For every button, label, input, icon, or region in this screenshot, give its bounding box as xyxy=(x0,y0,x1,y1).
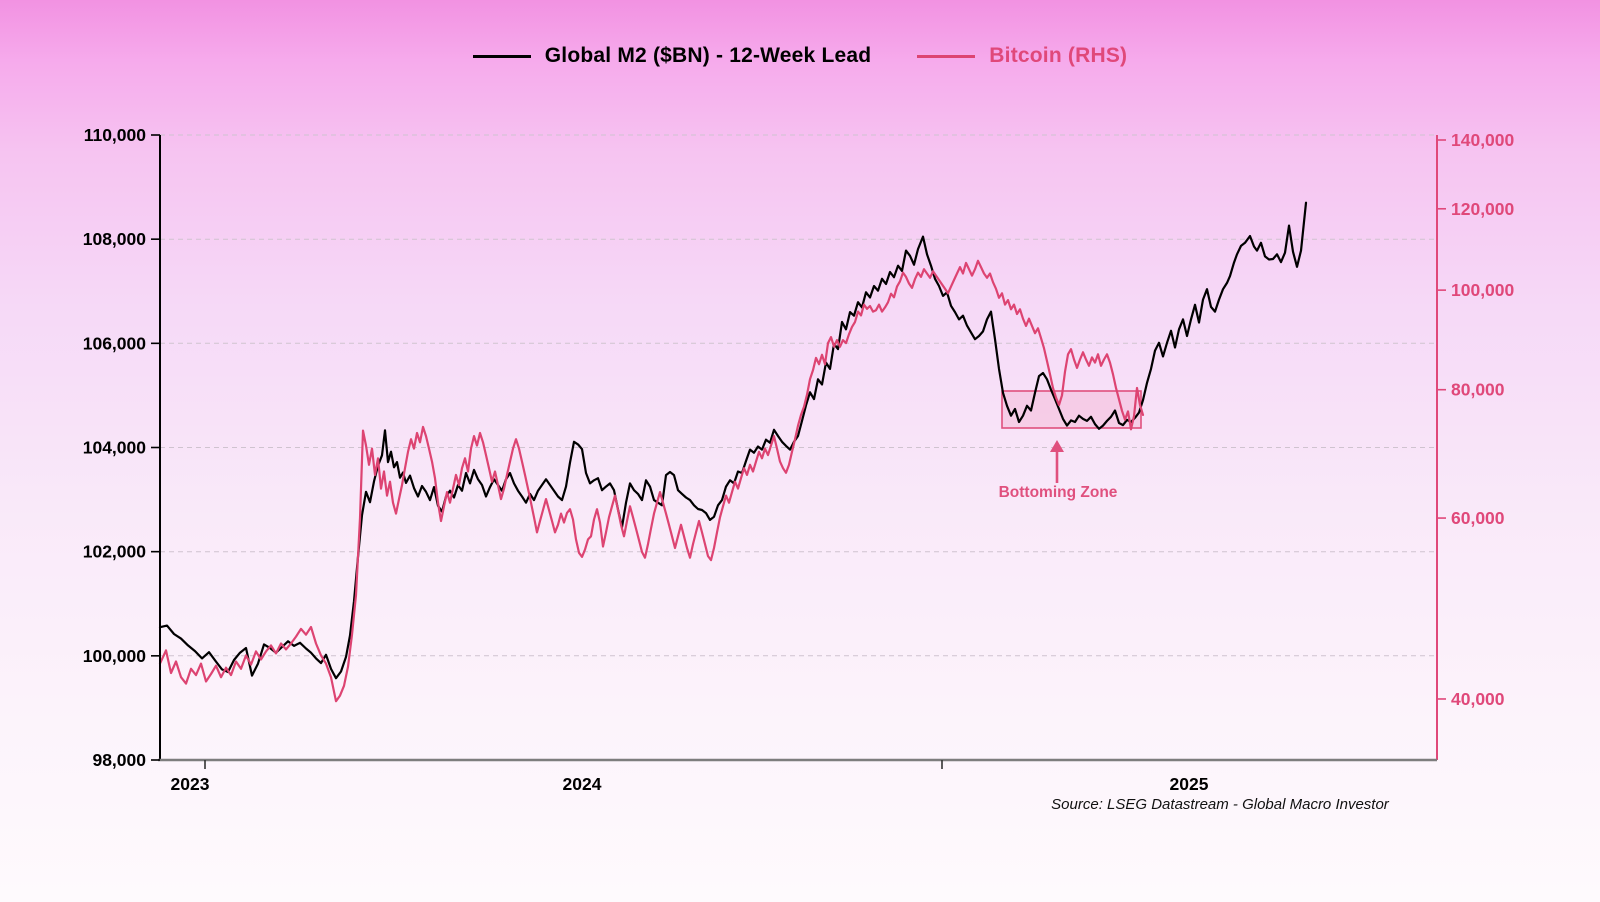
x-axis-year-label: 2025 xyxy=(1170,774,1209,794)
legend-item-bitcoin: Bitcoin (RHS) xyxy=(917,44,1127,68)
left-axis-tick-label: 110,000 xyxy=(84,125,147,145)
legend-item-m2: Global M2 ($BN) - 12-Week Lead xyxy=(472,44,872,68)
x-axis-year-label: 2023 xyxy=(171,774,210,794)
bitcoin-series-line xyxy=(158,259,1145,703)
left-axis-tick-label: 98,000 xyxy=(92,750,146,770)
right-axis-tick-label: 80,000 xyxy=(1451,380,1505,400)
bottoming-zone-arrow-head xyxy=(1050,440,1064,452)
left-axis-tick-label: 102,000 xyxy=(83,542,147,562)
legend-label-bitcoin: Bitcoin (RHS) xyxy=(989,44,1128,67)
m2-line-swatch-icon xyxy=(472,54,531,58)
left-axis-tick-label: 108,000 xyxy=(83,229,147,249)
x-axis-year-label: 2024 xyxy=(563,774,602,794)
right-axis-tick-label: 140,000 xyxy=(1451,130,1515,150)
right-axis-tick-label: 40,000 xyxy=(1451,689,1505,709)
legend-label-m2: Global M2 ($BN) - 12-Week Lead xyxy=(544,44,872,67)
bottoming-zone-label: Bottoming Zone xyxy=(999,484,1118,501)
right-axis-tick-label: 120,000 xyxy=(1451,199,1515,219)
bitcoin-line-swatch-icon xyxy=(917,54,976,58)
right-axis-tick-label: 60,000 xyxy=(1451,508,1505,528)
right-axis-tick-label: 100,000 xyxy=(1451,280,1515,300)
source-credit: Source: LSEG Datastream - Global Macro I… xyxy=(1051,796,1389,813)
left-axis-tick-label: 104,000 xyxy=(83,438,147,458)
chart-legend: Global M2 ($BN) - 12-Week Lead Bitcoin (… xyxy=(0,44,1600,68)
m2-series-line xyxy=(158,201,1308,680)
left-axis-tick-label: 106,000 xyxy=(83,333,147,353)
left-axis-tick-label: 100,000 xyxy=(83,646,147,666)
